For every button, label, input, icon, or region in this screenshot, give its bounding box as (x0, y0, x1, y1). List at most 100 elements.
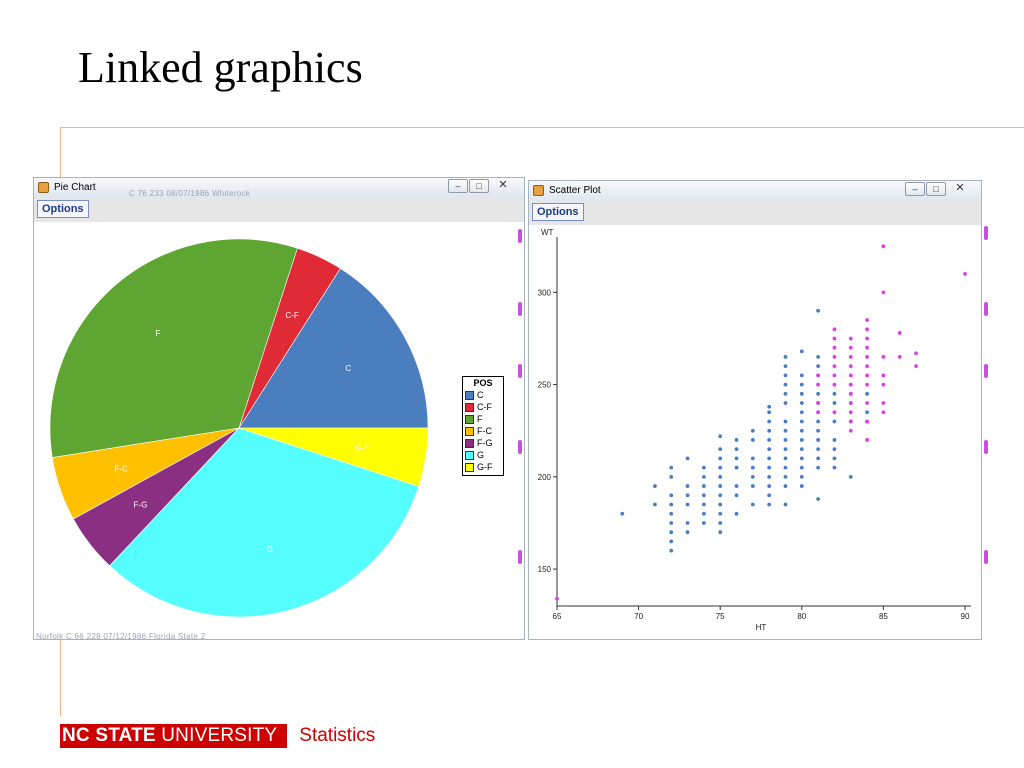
scatter-point[interactable] (783, 502, 788, 507)
scatter-point[interactable] (832, 391, 837, 396)
scatter-point-selected[interactable] (816, 373, 821, 378)
scatter-point[interactable] (783, 438, 788, 442)
scatter-point-selected[interactable] (865, 327, 869, 332)
scatter-window-titlebar[interactable]: Scatter Plot – □ ✕ (529, 181, 981, 201)
pie-slice-f[interactable] (49, 238, 298, 458)
scatter-point-selected[interactable] (865, 336, 869, 341)
scatter-point[interactable] (848, 474, 853, 479)
minimize-button[interactable]: – (905, 182, 925, 196)
scatter-point-selected[interactable] (881, 373, 886, 378)
scatter-point[interactable] (685, 530, 690, 535)
scatter-point-selected[interactable] (832, 345, 837, 350)
scatter-point[interactable] (783, 373, 788, 378)
scatter-point[interactable] (685, 456, 690, 461)
scatter-point[interactable] (701, 474, 706, 479)
scatter-point[interactable] (783, 447, 788, 452)
scatter-point-selected[interactable] (865, 364, 869, 369)
scatter-point[interactable] (750, 456, 755, 461)
scatter-point[interactable] (799, 484, 804, 488)
scatter-point[interactable] (669, 548, 674, 553)
scatter-point[interactable] (701, 484, 706, 488)
scatter-point-selected[interactable] (914, 351, 918, 356)
scatter-point[interactable] (718, 493, 723, 498)
scatter-point[interactable] (816, 364, 821, 369)
scatter-point[interactable] (718, 521, 723, 525)
scatter-plot[interactable]: 65 70 75 80 85 90 150 200 250 300 HT WT (529, 225, 981, 639)
scatter-point[interactable] (832, 401, 837, 405)
pie-slice-g[interactable] (109, 427, 420, 618)
scatter-point-selected[interactable] (865, 382, 869, 387)
scatter-point[interactable] (799, 382, 804, 387)
scatter-point[interactable] (653, 484, 657, 488)
scatter-point[interactable] (701, 465, 706, 470)
scatter-point[interactable] (718, 456, 723, 461)
maximize-button[interactable]: □ (469, 179, 489, 193)
scatter-point[interactable] (750, 484, 755, 488)
scatter-point[interactable] (750, 465, 755, 470)
scatter-point[interactable] (767, 493, 772, 498)
scatter-point[interactable] (718, 465, 723, 470)
scatter-point-selected[interactable] (865, 401, 869, 405)
scatter-point[interactable] (783, 456, 788, 461)
scatter-point[interactable] (701, 511, 706, 516)
scatter-point[interactable] (783, 391, 788, 396)
scatter-point[interactable] (816, 428, 821, 433)
scatter-point-selected[interactable] (832, 355, 837, 359)
scatter-point[interactable] (783, 364, 788, 369)
scatter-point-selected[interactable] (816, 401, 821, 405)
scatter-point-selected[interactable] (848, 373, 853, 378)
scatter-point-selected[interactable] (848, 419, 853, 424)
scatter-point[interactable] (783, 382, 788, 387)
scatter-point-selected[interactable] (865, 318, 869, 322)
scatter-point-selected[interactable] (832, 327, 837, 332)
scatter-point[interactable] (816, 308, 821, 313)
scatter-point[interactable] (799, 438, 804, 442)
scatter-point-selected[interactable] (865, 419, 869, 424)
scatter-point[interactable] (767, 428, 772, 433)
maximize-button[interactable]: □ (926, 182, 946, 196)
scatter-point-selected[interactable] (897, 331, 902, 335)
scatter-point[interactable] (767, 438, 772, 442)
scatter-point[interactable] (783, 484, 788, 488)
scatter-point-selected[interactable] (848, 382, 853, 387)
scatter-point-selected[interactable] (848, 336, 853, 341)
scatter-point[interactable] (767, 404, 772, 409)
scatter-point[interactable] (734, 438, 739, 442)
scatter-point[interactable] (685, 502, 690, 507)
scatter-point-selected[interactable] (832, 410, 837, 415)
pie-chart[interactable]: C C-F F F-C F-G G G-F (34, 222, 524, 632)
scatter-point[interactable] (816, 497, 821, 501)
scatter-point[interactable] (767, 465, 772, 470)
scatter-point[interactable] (767, 410, 772, 415)
scatter-point-selected[interactable] (848, 401, 853, 405)
scatter-point[interactable] (734, 456, 739, 461)
scatter-point-selected[interactable] (865, 355, 869, 359)
scatter-point[interactable] (816, 447, 821, 452)
scatter-point[interactable] (816, 391, 821, 396)
scatter-point-selected[interactable] (865, 438, 869, 442)
scatter-point[interactable] (734, 493, 739, 498)
scatter-point-selected[interactable] (555, 596, 559, 601)
scatter-point-selected[interactable] (848, 364, 853, 369)
scatter-point[interactable] (653, 502, 657, 507)
scatter-point-selected[interactable] (848, 410, 853, 415)
scatter-point-selected[interactable] (897, 355, 902, 359)
scatter-point[interactable] (865, 410, 869, 415)
scatter-point[interactable] (865, 391, 869, 396)
scatter-point[interactable] (669, 465, 674, 470)
scatter-point[interactable] (799, 410, 804, 415)
scatter-point[interactable] (669, 511, 674, 516)
scatter-point[interactable] (816, 438, 821, 442)
scatter-point[interactable] (799, 401, 804, 405)
scatter-point-selected[interactable] (865, 345, 869, 350)
scatter-point[interactable] (718, 502, 723, 507)
options-button[interactable]: Options (532, 203, 584, 221)
scatter-point-selected[interactable] (832, 336, 837, 341)
scatter-point[interactable] (767, 484, 772, 488)
scatter-point-selected[interactable] (816, 410, 821, 415)
scatter-point[interactable] (669, 539, 674, 544)
scatter-point[interactable] (669, 493, 674, 498)
scatter-point-selected[interactable] (881, 410, 886, 415)
scatter-point[interactable] (750, 428, 755, 433)
scatter-point[interactable] (734, 511, 739, 516)
